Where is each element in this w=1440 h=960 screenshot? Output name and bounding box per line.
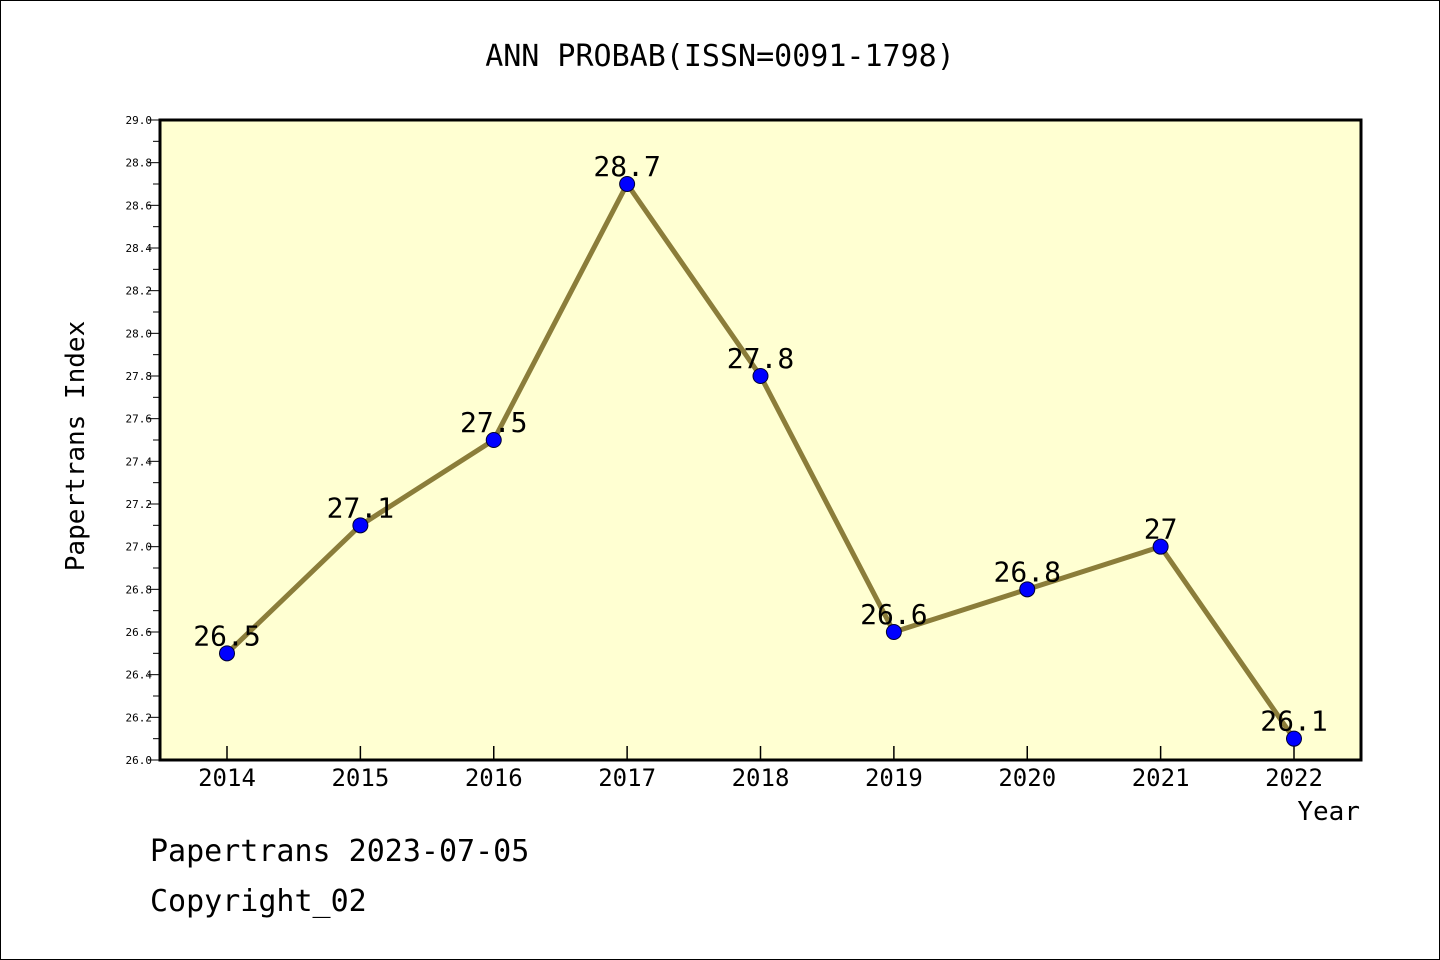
data-point-marker — [1286, 730, 1302, 747]
data-label: 27.5 — [460, 406, 527, 439]
data-markers — [219, 176, 1302, 747]
data-point-marker — [1152, 538, 1169, 555]
data-label: 26.6 — [860, 598, 927, 631]
y-tick-label: 29.0 — [126, 114, 153, 127]
data-point-marker — [619, 176, 636, 192]
x-tick-label: 2017 — [598, 764, 656, 792]
y-tick-label: 26.2 — [126, 711, 153, 724]
data-label: 27.1 — [327, 491, 394, 524]
y-tick-label: 26.4 — [126, 669, 153, 682]
x-tick-label: 2019 — [865, 764, 923, 792]
y-tick-label: 27.8 — [126, 370, 153, 383]
x-tick-label: 2015 — [331, 764, 389, 792]
y-tick-label: 26.6 — [126, 626, 153, 639]
data-point-marker — [885, 624, 902, 640]
data-label: 27 — [1144, 513, 1178, 546]
data-point-marker — [1019, 581, 1036, 598]
data-point-marker — [219, 645, 235, 662]
x-axis-ticks: 2014 2015 2016 2017 2018 2019 2020 2021 2022 — [198, 746, 1323, 792]
y-tick-label: 26.8 — [126, 583, 153, 596]
footer-stamp: Papertrans 2023-07-05 — [150, 834, 530, 869]
x-tick-label: 2020 — [998, 764, 1056, 792]
x-tick-label: 2021 — [1132, 764, 1190, 792]
x-tick-label: 2014 — [198, 764, 256, 792]
chart-title: ANN PROBAB(ISSN=0091-1798) — [485, 39, 955, 74]
x-axis-label: Year — [1297, 797, 1360, 827]
y-tick-label: 28.2 — [126, 285, 153, 298]
x-tick-label: 2022 — [1265, 764, 1323, 792]
x-tick-label: 2016 — [465, 764, 523, 792]
data-label: 26.5 — [193, 619, 260, 652]
plot-border — [158, 118, 1363, 762]
data-point-marker — [485, 432, 502, 448]
data-point-marker — [352, 517, 369, 534]
y-tick-label: 28.6 — [126, 199, 153, 212]
y-tick-label: 27.4 — [126, 455, 153, 468]
data-point-marker — [752, 368, 769, 384]
y-tick-label: 27.2 — [126, 498, 153, 511]
y-tick-label: 28.4 — [126, 242, 153, 255]
plot-area — [160, 120, 1361, 760]
data-label: 28.7 — [593, 150, 660, 183]
y-tick-label: 28.0 — [126, 327, 153, 340]
y-axis-ticks: 26.0 26.2 26.4 26.6 26.8 27.0 27.2 27.4 27.6 27.8… — [126, 114, 160, 767]
data-label: 27.8 — [727, 342, 794, 375]
y-tick-label: 26.0 — [126, 754, 153, 767]
x-tick-label: 2018 — [732, 764, 790, 792]
y-tick-label: 28.8 — [126, 157, 153, 170]
y-tick-label: 27.6 — [126, 413, 153, 426]
footer-copyright: Copyright_02 — [150, 884, 367, 919]
y-tick-label: 27.0 — [126, 541, 153, 554]
data-label: 26.8 — [994, 555, 1061, 588]
data-labels: 26.5 27.1 27.5 28.7 27.8 26.6 26.8 27 26.1 — [193, 150, 1327, 738]
data-label: 26.1 — [1260, 705, 1327, 738]
y-axis-label: Papertrans Index — [61, 321, 91, 571]
